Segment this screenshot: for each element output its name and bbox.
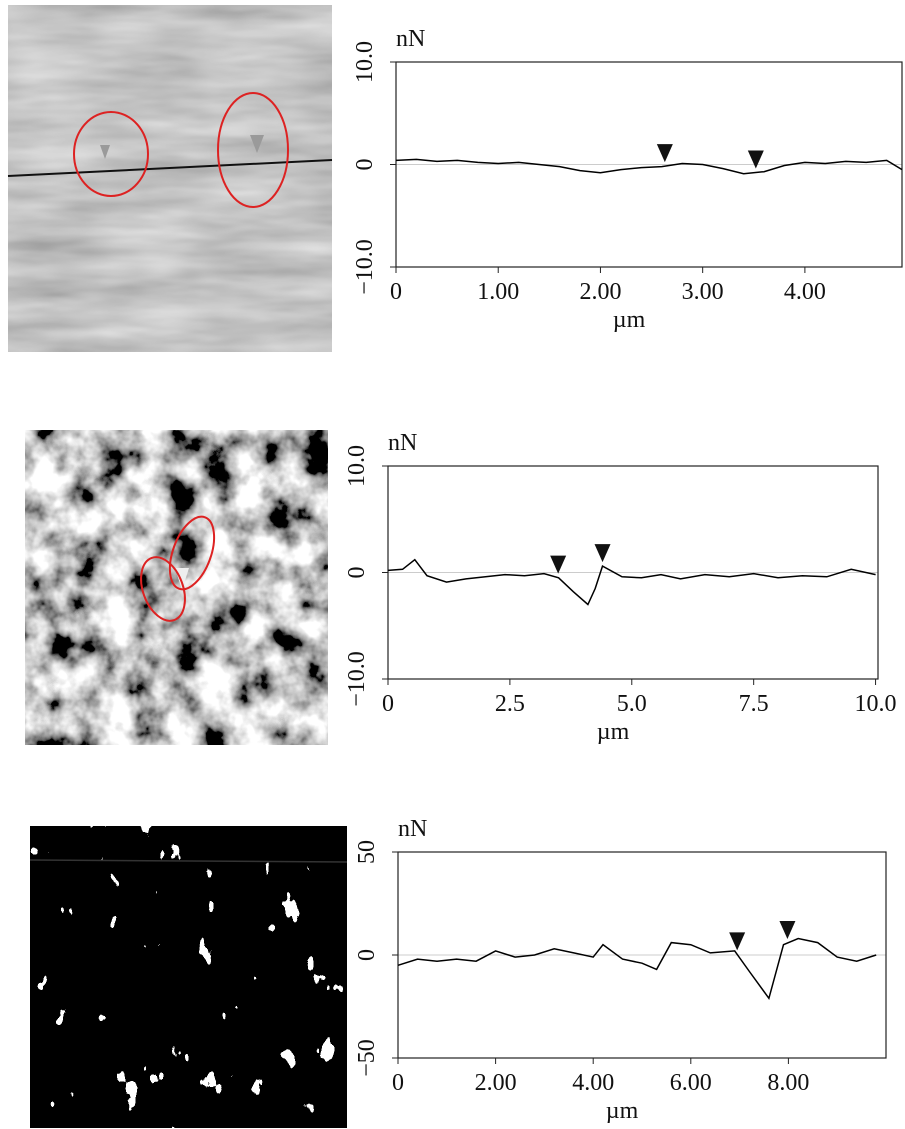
afm-image-1 <box>7 5 333 352</box>
y-tick-label: 10.0 <box>344 445 370 487</box>
x-tick-label: 10.0 <box>855 691 897 717</box>
cursor-marker <box>550 555 567 574</box>
cursor-marker <box>779 921 796 940</box>
x-tick-label: 8.00 <box>767 1070 809 1096</box>
x-tick-label: 1.00 <box>477 279 519 305</box>
x-tick-label: 6.00 <box>670 1070 712 1096</box>
scan-line <box>29 859 348 863</box>
x-tick-label: 3.00 <box>682 279 724 305</box>
profile-line <box>397 937 877 1001</box>
y-tick-label: −10.0 <box>344 651 370 707</box>
y-tick-label: 0 <box>344 567 370 579</box>
cursor-marker <box>747 150 764 169</box>
x-tick-label: 5.0 <box>617 691 647 717</box>
x-tick-label: 2.00 <box>475 1070 517 1096</box>
image <box>8 5 332 352</box>
x-tick-label: 0 <box>382 691 394 717</box>
scan-line <box>7 159 333 177</box>
x-axis-label: µm <box>613 307 646 333</box>
y-axis-label: nN <box>398 816 427 842</box>
x-axis-label: µm <box>597 719 630 745</box>
x-axis-label: µm <box>606 1098 639 1124</box>
y-axis-label: nN <box>396 26 425 52</box>
profile-line <box>395 158 903 175</box>
highlight <box>73 111 149 197</box>
highlight <box>168 515 216 591</box>
x-tick-label: 2.00 <box>579 279 621 305</box>
highlight <box>140 556 186 622</box>
x-tick-label: 0 <box>392 1070 404 1096</box>
y-tick-label: 0 <box>352 159 378 171</box>
afm-image-2 <box>25 430 328 745</box>
x-tick-label: 0 <box>390 279 402 305</box>
x-tick-label: 4.00 <box>572 1070 614 1096</box>
x-tick-label: 7.5 <box>739 691 769 717</box>
y-tick-label: 10.0 <box>352 41 378 83</box>
y-tick-label: 0 <box>354 949 380 961</box>
cursor-marker <box>729 932 746 951</box>
profile-line <box>387 558 876 606</box>
x-tick-label: 4.00 <box>784 279 826 305</box>
cursor-marker <box>656 144 673 163</box>
y-tick-label: −10.0 <box>352 239 378 295</box>
x-tick-label: 2.5 <box>495 691 525 717</box>
y-tick-label: 50 <box>354 840 380 864</box>
y-axis-label: nN <box>388 430 417 456</box>
image <box>30 826 347 1128</box>
cursor-marker <box>594 544 611 563</box>
highlight <box>217 92 289 208</box>
afm-image-3 <box>29 826 348 1128</box>
y-tick-label: −50 <box>354 1039 380 1077</box>
